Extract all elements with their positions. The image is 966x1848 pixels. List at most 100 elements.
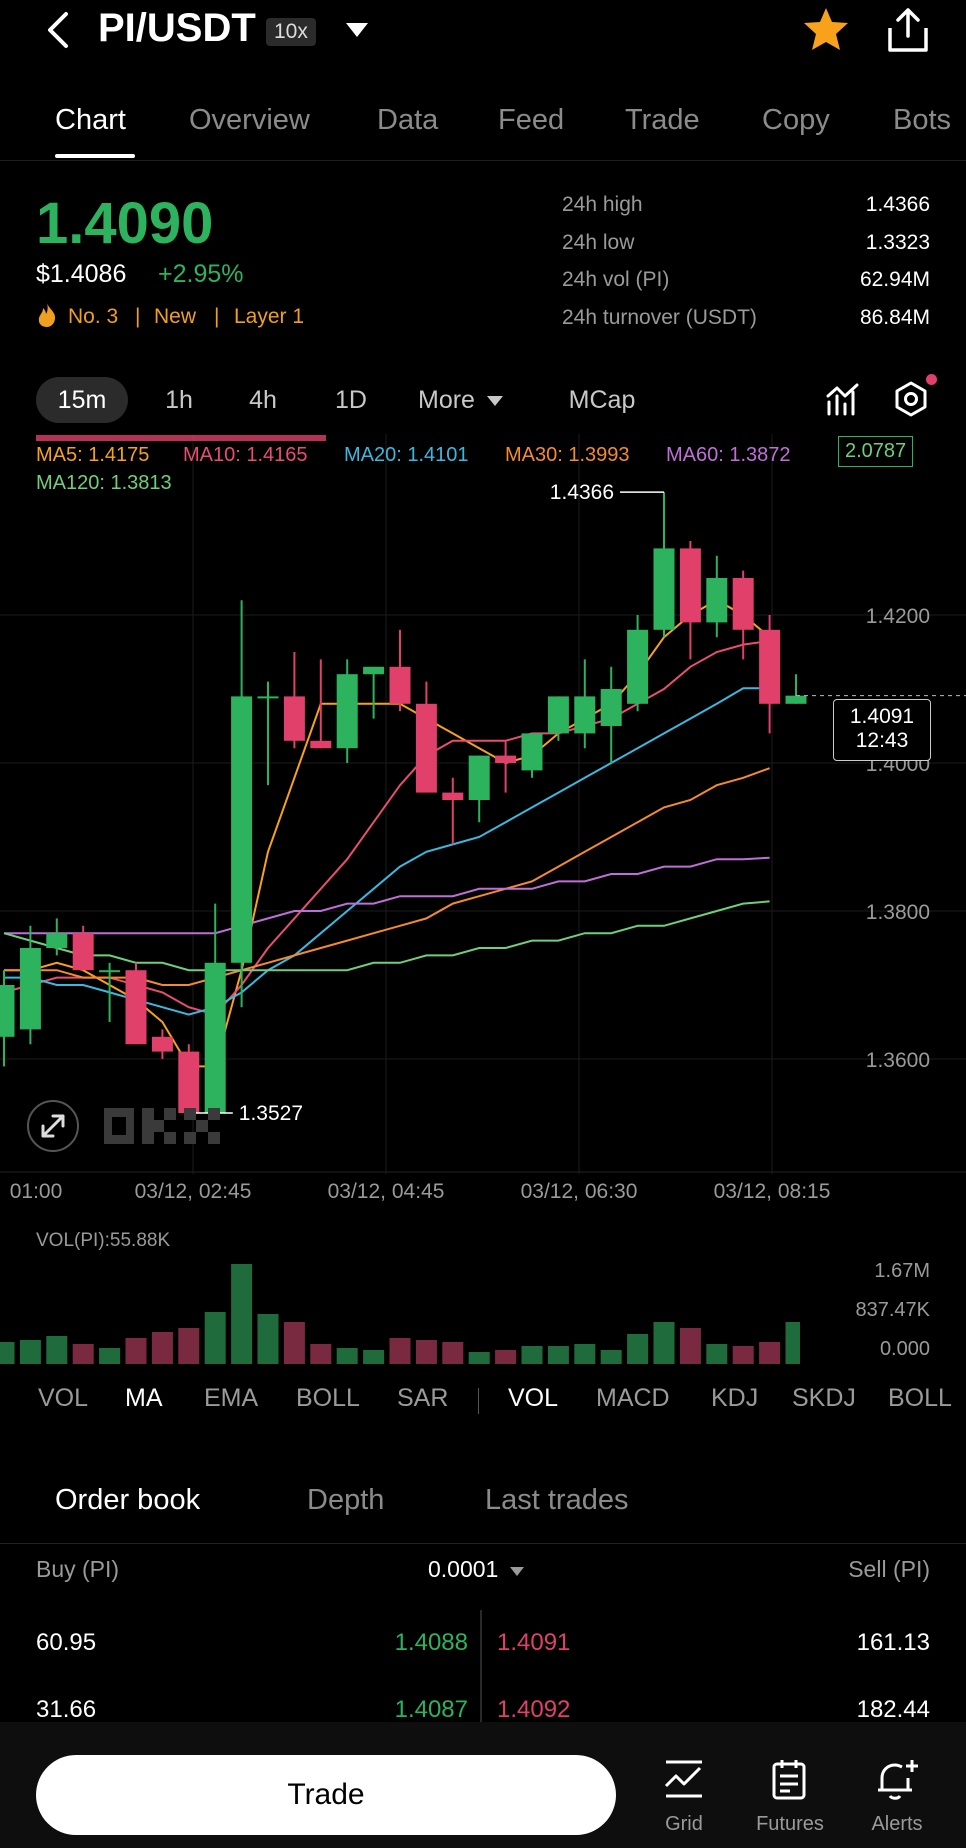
tab-chart[interactable]: Chart bbox=[55, 104, 126, 136]
x-tick-label: 03/12, 08:15 bbox=[714, 1180, 831, 1203]
alerts-button[interactable]: Alerts bbox=[862, 1758, 932, 1836]
volume-bar bbox=[257, 1314, 279, 1364]
volume-bar bbox=[415, 1340, 437, 1364]
volume-bar bbox=[389, 1338, 411, 1364]
volume-bar bbox=[231, 1264, 253, 1364]
volume-bar bbox=[627, 1334, 649, 1364]
fire-icon bbox=[36, 302, 58, 333]
volume-bar bbox=[19, 1340, 41, 1364]
volume-bar bbox=[336, 1348, 358, 1364]
indicator-sub-boll[interactable]: BOLL bbox=[888, 1384, 952, 1412]
volume-chart bbox=[0, 1264, 800, 1364]
stat-value: 62.94M bbox=[859, 268, 930, 291]
candle-body bbox=[231, 696, 253, 963]
tab-feed[interactable]: Feed bbox=[498, 104, 565, 136]
indicator-boll[interactable]: BOLL bbox=[296, 1384, 360, 1412]
precision-value: 0.0001 bbox=[428, 1556, 499, 1582]
grid-button[interactable]: Grid bbox=[654, 1758, 714, 1836]
tab-trade[interactable]: Trade bbox=[625, 104, 700, 136]
tab-order-book[interactable]: Order book bbox=[55, 1484, 201, 1516]
ma20-label: MA20: 1.4101 bbox=[344, 444, 469, 466]
candle-body bbox=[204, 962, 226, 1114]
chart-settings-icon[interactable] bbox=[892, 380, 930, 423]
indicator-ma[interactable]: MA bbox=[125, 1384, 163, 1412]
tab-overview[interactable]: Overview bbox=[189, 104, 310, 136]
current-price-value: 1.4091 bbox=[849, 705, 915, 728]
trade-button-label: Trade bbox=[287, 1778, 365, 1811]
tag-separator: | bbox=[135, 305, 141, 328]
candle-body bbox=[46, 933, 68, 948]
stat-value: 1.3323 bbox=[865, 231, 930, 254]
tab-bots[interactable]: Bots bbox=[893, 104, 952, 136]
timeframe-1h[interactable]: 1h bbox=[165, 386, 193, 414]
expand-chart-icon[interactable] bbox=[27, 1100, 79, 1152]
timeframe-1d[interactable]: 1D bbox=[335, 386, 367, 414]
candle-body bbox=[759, 629, 781, 704]
indicator-vol[interactable]: VOL bbox=[38, 1384, 89, 1412]
share-icon[interactable] bbox=[886, 6, 930, 59]
volume-bar bbox=[125, 1338, 147, 1364]
candle-body bbox=[547, 696, 569, 734]
tab-last-trades[interactable]: Last trades bbox=[485, 1484, 629, 1516]
alerts-label: Alerts bbox=[871, 1813, 923, 1835]
timeframe-15m[interactable]: 15m bbox=[36, 377, 128, 423]
pair-dropdown-icon[interactable] bbox=[344, 20, 370, 45]
timeframe-more[interactable]: More bbox=[418, 377, 518, 423]
timeframe-4h[interactable]: 4h bbox=[249, 386, 277, 414]
indicator-macd[interactable]: MACD bbox=[596, 1384, 670, 1412]
new-tag[interactable]: New bbox=[154, 305, 197, 328]
volume-bar bbox=[574, 1344, 596, 1364]
volume-bar bbox=[468, 1352, 490, 1364]
notification-dot bbox=[926, 374, 937, 385]
rank-tag[interactable]: No. 3 bbox=[68, 305, 119, 328]
indicator-skdj[interactable]: SKDJ bbox=[792, 1384, 856, 1412]
candle-body bbox=[178, 1051, 200, 1114]
favorite-star-icon[interactable] bbox=[802, 6, 850, 57]
indicator-sub-vol[interactable]: VOL bbox=[508, 1384, 559, 1412]
caret-down-icon bbox=[509, 1567, 524, 1576]
back-icon[interactable] bbox=[40, 10, 76, 50]
volume-bar bbox=[442, 1342, 464, 1364]
x-tick-label: 03/12, 04:45 bbox=[328, 1180, 445, 1203]
futures-button[interactable]: Futures bbox=[750, 1758, 830, 1836]
trade-button[interactable]: Trade bbox=[36, 1755, 616, 1835]
timeframe-mcap[interactable]: MCap bbox=[568, 386, 636, 414]
ma-legend-bar bbox=[36, 435, 326, 441]
ma60-label: MA60: 1.3872 bbox=[666, 444, 791, 466]
volume-bar bbox=[363, 1350, 385, 1364]
indicator-ema[interactable]: EMA bbox=[204, 1384, 259, 1412]
indicator-kdj[interactable]: KDJ bbox=[711, 1384, 759, 1412]
tab-active-indicator bbox=[55, 154, 135, 158]
candle-countdown: 12:43 bbox=[855, 729, 909, 752]
orderbook-center-line bbox=[480, 1610, 482, 1722]
volume-bar bbox=[732, 1346, 754, 1364]
indicator-chart-icon[interactable] bbox=[826, 382, 860, 421]
sell-column-label: Sell (PI) bbox=[848, 1556, 930, 1582]
ma10-label: MA10: 1.4165 bbox=[183, 444, 308, 466]
volume-tick: 0.000 bbox=[879, 1338, 930, 1360]
orderbook-divider bbox=[0, 1543, 966, 1544]
pair-title[interactable]: PI/USDT bbox=[98, 6, 256, 50]
tab-depth[interactable]: Depth bbox=[307, 1484, 385, 1516]
futures-icon bbox=[772, 1760, 806, 1800]
tab-data[interactable]: Data bbox=[377, 104, 439, 136]
ma-line-ma20 bbox=[4, 687, 770, 1016]
main-tabs: Chart Overview Data Feed Trade Copy Bots bbox=[0, 86, 966, 161]
timeframe-more-label: More bbox=[418, 386, 475, 414]
indicator-sar[interactable]: SAR bbox=[397, 1384, 449, 1412]
tab-copy[interactable]: Copy bbox=[762, 104, 830, 136]
volume-tick: 1.67M bbox=[874, 1260, 930, 1282]
layer-tag[interactable]: Layer 1 bbox=[234, 305, 305, 328]
candle-body bbox=[679, 548, 701, 623]
futures-label: Futures bbox=[756, 1813, 824, 1835]
ma-line-ma5 bbox=[4, 599, 771, 1068]
volume-bar bbox=[547, 1346, 569, 1364]
volume-bar bbox=[204, 1312, 226, 1364]
volume-bar bbox=[495, 1350, 517, 1364]
precision-select[interactable]: 0.0001 bbox=[428, 1556, 525, 1583]
volume-bar bbox=[0, 1342, 15, 1364]
volume-bar bbox=[72, 1344, 94, 1364]
usd-price: $1.4086 bbox=[36, 260, 127, 288]
candle-body bbox=[732, 578, 754, 630]
